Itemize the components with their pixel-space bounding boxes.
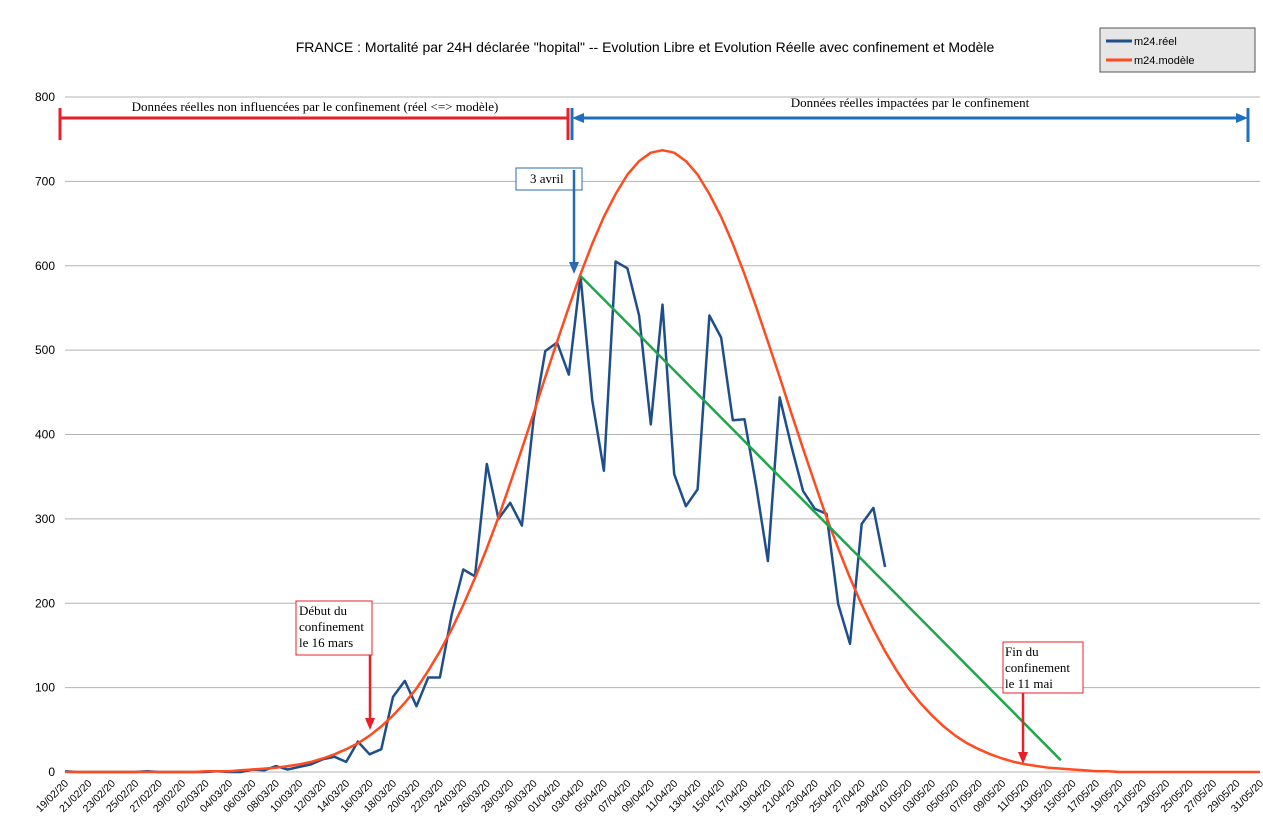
annotation-box — [1002, 641, 1084, 694]
annotation-text: le 11 mai — [1005, 676, 1053, 691]
arrow-head — [1018, 752, 1028, 764]
annotation-text: Données réelles impactées par le confine… — [791, 95, 1030, 110]
legend-label: m24.réel — [1134, 36, 1177, 48]
y-tick-label: 400 — [35, 428, 55, 442]
y-tick-label: 100 — [35, 681, 55, 695]
y-tick-label: 300 — [35, 512, 55, 526]
arrow-head — [572, 113, 584, 123]
annotation-box — [295, 600, 373, 656]
annotation-text: Données réelles non influencées par le c… — [132, 99, 499, 114]
y-tick-label: 200 — [35, 596, 55, 610]
chart-title: FRANCE : Mortalité par 24H déclarée "hop… — [296, 39, 995, 55]
annotation-text: 3 avril — [530, 171, 564, 186]
trend-line — [579, 275, 1062, 762]
annotation-text: Début du — [299, 603, 348, 618]
y-tick-label: 600 — [35, 259, 55, 273]
arrow-head — [569, 262, 579, 274]
legend-box — [1099, 27, 1256, 73]
annotation-text: le 16 mars — [299, 635, 353, 650]
y-tick-label: 500 — [35, 343, 55, 357]
y-tick-label: 0 — [48, 765, 55, 779]
arrow-head — [365, 718, 375, 730]
series-line — [65, 148, 1260, 774]
annotation-text: confinement — [299, 619, 364, 634]
legend-label: m24.modèle — [1134, 55, 1195, 67]
annotation-text: Fin du — [1005, 644, 1039, 659]
y-tick-label: 700 — [35, 174, 55, 188]
y-tick-label: 800 — [35, 90, 55, 104]
annotation-box — [515, 167, 583, 191]
annotation-text: confinement — [1005, 660, 1070, 675]
arrow-head — [1236, 113, 1248, 123]
